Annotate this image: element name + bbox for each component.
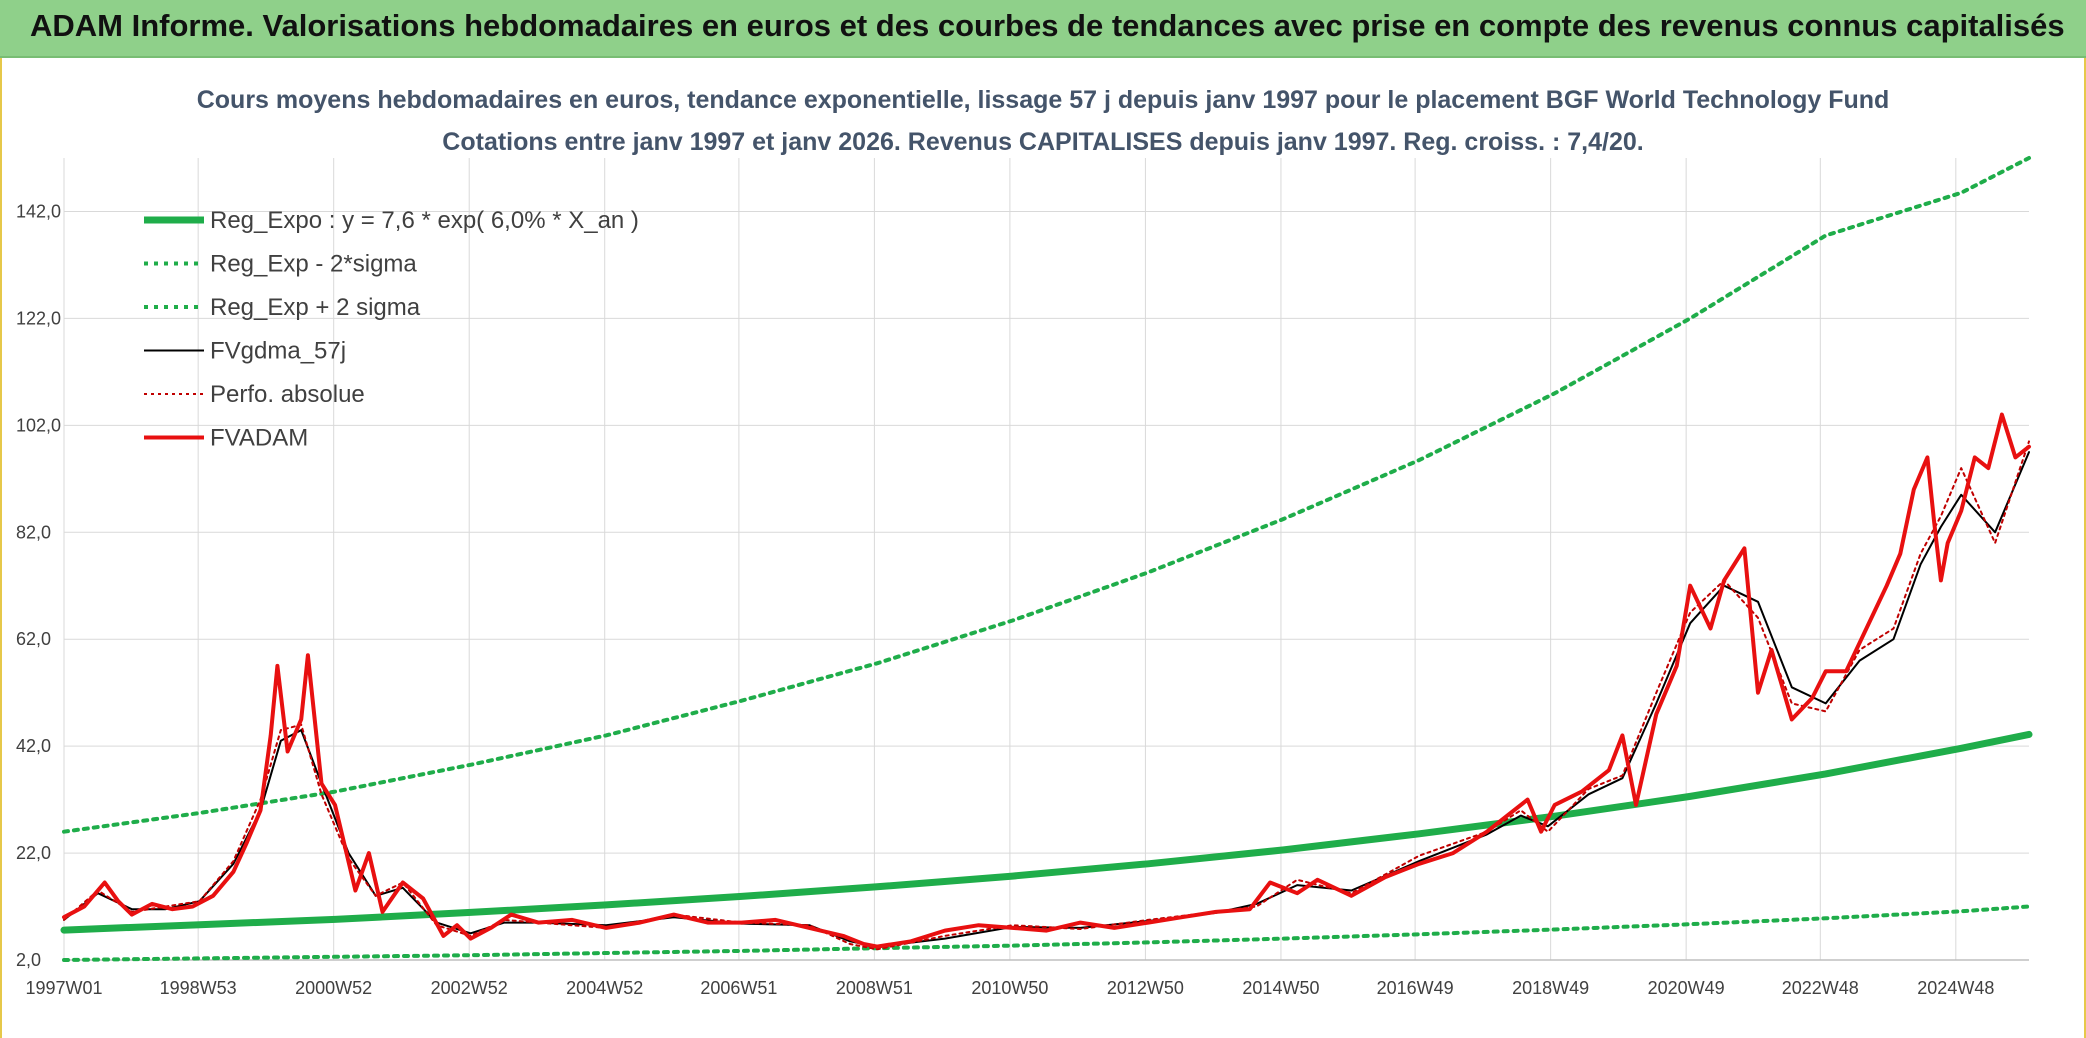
y-axis: 2,0 22,0 42,0 62,0 82,0 102,0 122,0 142,0 <box>16 201 61 970</box>
x-tick-label: 2022W48 <box>1782 978 1859 998</box>
series-line-perfo-absolue <box>63 440 2030 951</box>
y-tick-label: 2,0 <box>16 950 41 970</box>
chart: Cours moyens hebdomadaires en euros, ten… <box>16 86 2033 998</box>
y-tick-label: 62,0 <box>16 629 51 649</box>
x-tick-label: 2006W51 <box>700 978 777 998</box>
chart-title-line1: Cours moyens hebdomadaires en euros, ten… <box>197 86 1890 114</box>
series-line-fvadam <box>62 412 2031 949</box>
legend-label: Reg_Exp - 2*sigma <box>210 251 417 278</box>
y-tick-label: 42,0 <box>16 736 51 756</box>
chart-title-line2: Cotations entre janv 1997 et janv 2026. … <box>442 128 1643 156</box>
series-layer <box>60 156 2033 962</box>
chart-frame: Cours moyens hebdomadaires en euros, ten… <box>0 58 2086 1038</box>
x-tick-label: 1997W01 <box>25 978 102 998</box>
y-tick-label: 82,0 <box>16 522 51 542</box>
x-tick-label: 1998W53 <box>160 978 237 998</box>
y-tick-label: 102,0 <box>16 415 61 435</box>
legend-label: FVADAM <box>210 425 308 452</box>
y-tick-label: 22,0 <box>16 843 51 863</box>
series-line-reg-exp-2-sigma <box>62 904 2031 962</box>
legend: Reg_Expo : y = 7,6 * exp( 6,0% * X_an ) R… <box>144 207 639 452</box>
series-line-reg-exp-2-sigma <box>62 156 2031 834</box>
x-tick-label: 2000W52 <box>295 978 372 998</box>
banner: ADAM Informe. Valorisations hebdomadaire… <box>0 0 2086 58</box>
y-tick-label: 122,0 <box>16 308 61 328</box>
legend-label: Reg_Expo : y = 7,6 * exp( 6,0% * X_an ) <box>210 207 639 234</box>
x-tick-label: 2010W50 <box>971 978 1048 998</box>
x-tick-label: 2012W50 <box>1107 978 1184 998</box>
x-tick-label: 2020W49 <box>1648 978 1725 998</box>
x-tick-label: 2008W51 <box>836 978 913 998</box>
x-tick-label: 2024W48 <box>1917 978 1994 998</box>
legend-label: Reg_Exp + 2 sigma <box>210 294 421 321</box>
x-tick-label: 2018W49 <box>1512 978 1589 998</box>
banner-title: ADAM Informe. Valorisations hebdomadaire… <box>30 8 2065 43</box>
x-tick-label: 2004W52 <box>566 978 643 998</box>
grid <box>63 158 2029 961</box>
x-axis: 1997W01 1998W53 2000W52 2002W52 2004W52 2006W… <box>25 978 1994 998</box>
x-tick-label: 2016W49 <box>1377 978 1454 998</box>
x-tick-label: 2014W50 <box>1242 978 1319 998</box>
y-tick-label: 142,0 <box>16 201 61 221</box>
legend-label: FVgdma_57j <box>210 338 346 365</box>
series-line-reg-expo-y-7-6-exp-6-0-x-an <box>60 730 2033 934</box>
legend-label: Perfo. absolue <box>210 381 365 408</box>
x-tick-label: 2002W52 <box>431 978 508 998</box>
